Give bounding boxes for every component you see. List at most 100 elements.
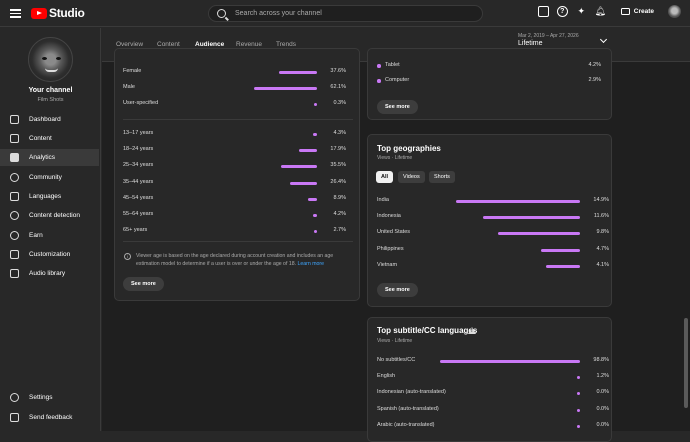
chip-videos[interactable]: Videos bbox=[398, 171, 425, 183]
age-row-value: 2.7% bbox=[333, 227, 346, 234]
device-value: 2.9% bbox=[588, 77, 601, 83]
analytics-icon bbox=[10, 153, 19, 162]
chevron-down-icon[interactable] bbox=[599, 35, 608, 44]
sidebar-item-label: Customization bbox=[29, 251, 71, 258]
create-button[interactable]: Create bbox=[615, 6, 660, 17]
main-content: Overview Content Audience Revenue Trends… bbox=[102, 28, 690, 442]
subtitle-row-label: Indonesian (auto-translated) bbox=[377, 389, 446, 396]
community-icon bbox=[10, 173, 19, 182]
gender-row-bar bbox=[314, 103, 317, 106]
sidebar-item-languages[interactable]: Languages bbox=[0, 188, 99, 205]
age-row-bar bbox=[312, 214, 317, 217]
geo-row-bar bbox=[498, 232, 580, 236]
age-row-label: 55–64 years bbox=[123, 211, 154, 217]
gender-row-bar bbox=[253, 87, 317, 90]
create-label: Create bbox=[633, 8, 654, 15]
menu-icon[interactable] bbox=[10, 7, 21, 19]
gender-row-label: User-specified bbox=[123, 100, 159, 106]
sidebar-item-label: Content bbox=[29, 135, 52, 142]
age-row-bar bbox=[307, 197, 317, 201]
see-more-button[interactable]: See more bbox=[377, 100, 418, 114]
channel-avatar[interactable] bbox=[28, 37, 73, 82]
message-icon[interactable] bbox=[537, 6, 549, 17]
age-row-label: 18–24 years bbox=[123, 146, 154, 153]
sidebar-item-content[interactable]: Content bbox=[0, 130, 99, 147]
help-icon[interactable]: ? bbox=[556, 6, 568, 17]
tab-overview[interactable]: Overview bbox=[116, 41, 144, 48]
geo-row-value: 11.6% bbox=[593, 213, 609, 220]
sidebar-item-dashboard[interactable]: Dashboard bbox=[0, 111, 99, 128]
card-title: Top geographies bbox=[377, 144, 441, 153]
warning-icon[interactable] bbox=[468, 327, 476, 334]
sidebar-item-label: Analytics bbox=[29, 154, 56, 161]
logo-text: Studio bbox=[49, 6, 85, 20]
bell-icon[interactable]: 🔔︎ bbox=[594, 6, 606, 16]
age-row-bar bbox=[290, 181, 317, 185]
geo-row: Vietnam 4.1% bbox=[368, 262, 611, 272]
gender-row: User-specified 0.3% bbox=[115, 100, 359, 110]
sparkle-icon[interactable]: ✦ bbox=[577, 6, 586, 16]
card-subtitle: Views · Lifetime bbox=[377, 338, 413, 344]
learn-more-link[interactable]: Learn more bbox=[297, 261, 325, 267]
sidebar-item-send-feedback[interactable]: Send feedback bbox=[0, 409, 99, 426]
account-avatar[interactable] bbox=[668, 5, 681, 18]
age-row: 25–34 years 35.5% bbox=[115, 162, 359, 172]
sidebar-item-earn[interactable]: Earn bbox=[0, 227, 99, 244]
channel-name: Film Shots bbox=[37, 97, 64, 103]
sidebar-item-label: Settings bbox=[29, 394, 53, 401]
top-geographies-card: Top geographies Views · Lifetime All Vid… bbox=[367, 134, 612, 307]
geo-row-value: 9.8% bbox=[596, 229, 609, 236]
geo-row-value: 4.1% bbox=[596, 261, 609, 268]
geo-row: Indonesia 11.6% bbox=[368, 213, 611, 223]
age-row-value: 26.4% bbox=[330, 178, 346, 185]
gender-row: Female 37.6% bbox=[115, 68, 359, 78]
gender-row-bar bbox=[278, 71, 317, 74]
sidebar-item-label: Earn bbox=[29, 232, 43, 239]
gender-row-value: 37.6% bbox=[330, 68, 346, 74]
geo-row-bar bbox=[540, 248, 580, 252]
geo-row-label: Indonesia bbox=[377, 213, 401, 220]
dollar-icon bbox=[10, 231, 19, 240]
device-value: 4.2% bbox=[588, 62, 601, 68]
geo-row-label: Philippines bbox=[377, 245, 404, 252]
device-type-card: Tablet 4.2% Computer 2.9% See more bbox=[367, 48, 612, 120]
date-value[interactable]: Lifetime bbox=[518, 40, 543, 47]
chip-all[interactable]: All bbox=[376, 171, 394, 183]
date-range[interactable]: Mar 2, 2019 – Apr 27, 2026 bbox=[518, 33, 579, 39]
sidebar-item-customization[interactable]: Customization bbox=[0, 246, 99, 263]
tab-revenue[interactable]: Revenue bbox=[236, 41, 263, 48]
age-row-bar bbox=[312, 133, 317, 136]
see-more-button[interactable]: See more bbox=[123, 277, 164, 291]
search-input[interactable]: Search across your channel bbox=[208, 5, 483, 22]
copyright-icon bbox=[10, 211, 19, 220]
page-scrollbar[interactable] bbox=[684, 318, 688, 408]
chip-shorts[interactable]: Shorts bbox=[429, 171, 455, 183]
sidebar-item-settings[interactable]: Settings bbox=[0, 389, 99, 406]
content-icon bbox=[10, 134, 19, 143]
subtitle-row-bar bbox=[577, 392, 580, 396]
geo-row: Philippines 4.7% bbox=[368, 246, 611, 256]
tab-content[interactable]: Content bbox=[157, 41, 180, 48]
subtitle-row-label: No subtitles/CC bbox=[377, 357, 416, 363]
geo-row-bar bbox=[455, 200, 580, 203]
tab-trends[interactable]: Trends bbox=[276, 41, 296, 48]
channel-title: Your channel bbox=[28, 87, 73, 94]
subtitle-row-label: Spanish (auto-translated) bbox=[377, 405, 439, 412]
sidebar-item-content-detection[interactable]: Content detection bbox=[0, 207, 99, 224]
camera-icon bbox=[620, 8, 630, 15]
studio-logo[interactable]: Studio bbox=[31, 6, 85, 20]
age-row-value: 17.9% bbox=[330, 146, 346, 153]
tab-audience[interactable]: Audience bbox=[195, 41, 225, 48]
sidebar-item-analytics[interactable]: Analytics bbox=[0, 149, 99, 166]
sidebar-item-community[interactable]: Community bbox=[0, 169, 99, 186]
age-gender-card: Female 37.6% Male 62.1% User-specified 0.3% 1… bbox=[114, 48, 360, 301]
geo-row-value: 4.7% bbox=[596, 245, 609, 252]
search-icon bbox=[217, 9, 226, 18]
age-row-label: 13–17 years bbox=[123, 130, 154, 136]
age-row-label: 65+ years bbox=[123, 227, 148, 234]
gender-row-value: 62.1% bbox=[330, 84, 346, 90]
see-more-button[interactable]: See more bbox=[377, 283, 418, 297]
subtitle-row-bar bbox=[577, 376, 580, 380]
age-row-value: 4.3% bbox=[333, 130, 346, 136]
sidebar-item-audio-library[interactable]: Audio library bbox=[0, 265, 99, 282]
